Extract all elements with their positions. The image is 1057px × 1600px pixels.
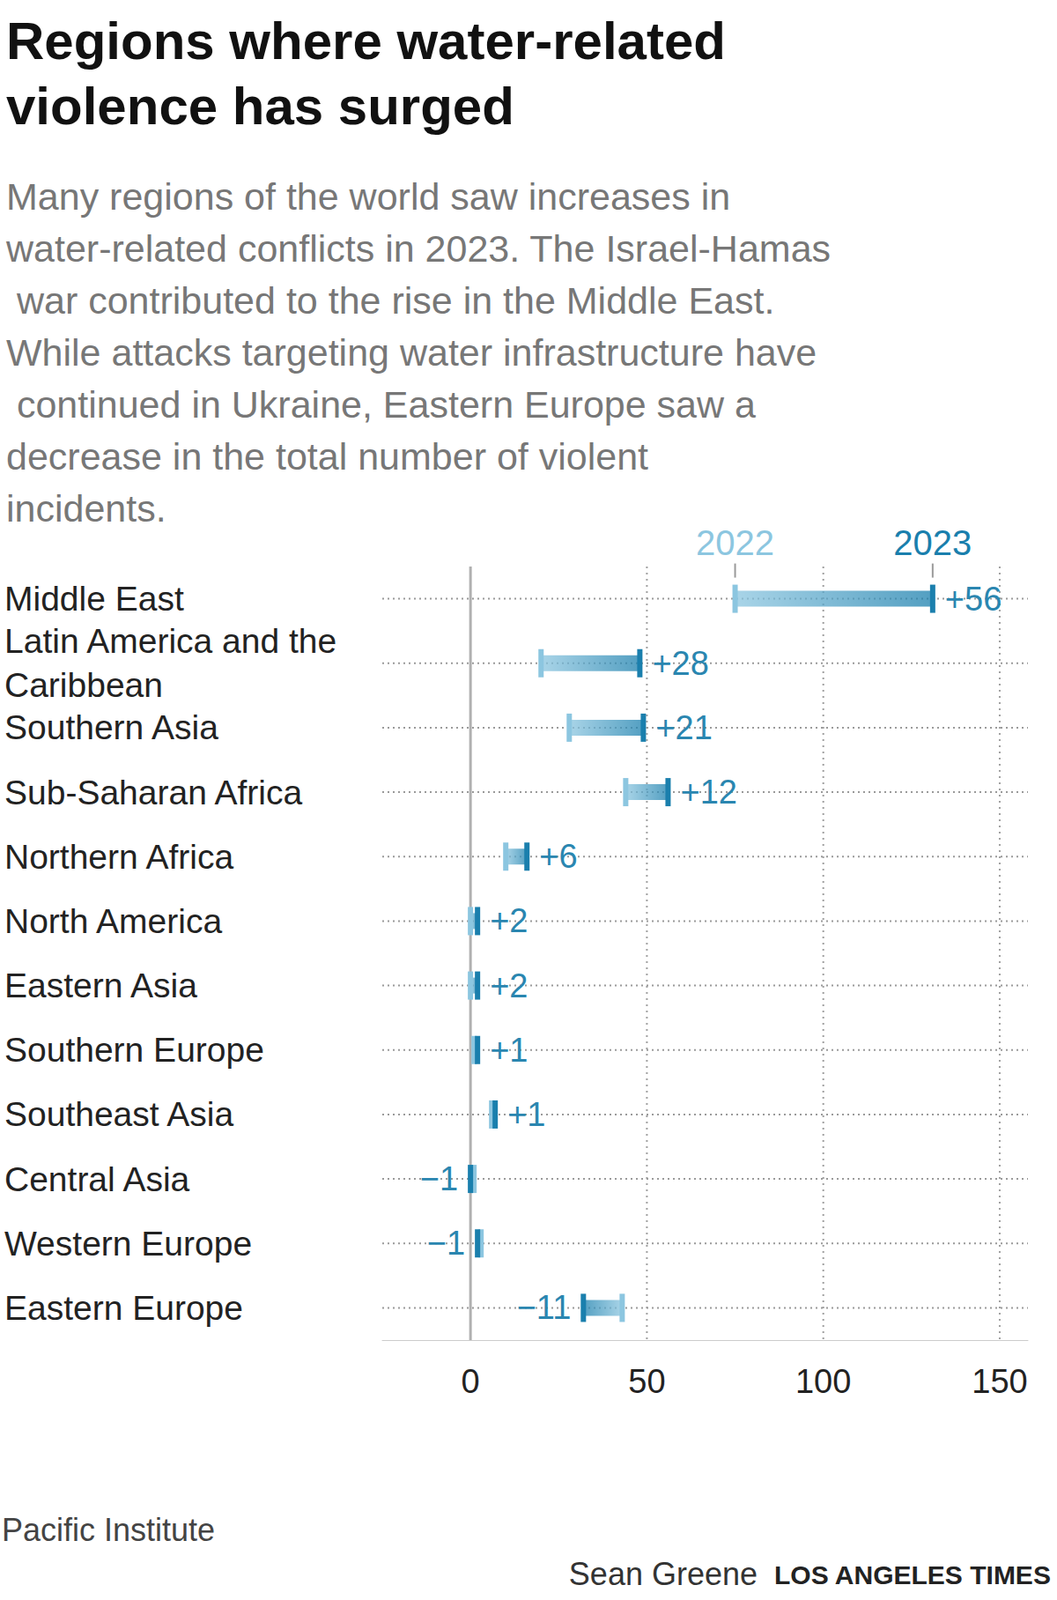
svg-text:Caribbean: Caribbean xyxy=(4,665,163,704)
svg-text:+6: +6 xyxy=(539,837,577,875)
svg-text:+21: +21 xyxy=(655,709,712,747)
svg-text:Northern Africa: Northern Africa xyxy=(4,837,234,876)
svg-text:+1: +1 xyxy=(489,1031,528,1069)
svg-text:+12: +12 xyxy=(680,773,737,811)
svg-text:+56: +56 xyxy=(945,580,1002,618)
svg-text:+2: +2 xyxy=(489,967,528,1005)
svg-text:war contributed to the rise in: war contributed to the rise in the Middl… xyxy=(6,279,785,322)
svg-text:Southeast Asia: Southeast Asia xyxy=(4,1094,234,1133)
svg-text:Eastern Asia: Eastern Asia xyxy=(4,966,198,1005)
svg-text:+28: +28 xyxy=(651,644,709,682)
svg-text:incidents.: incidents. xyxy=(6,487,167,530)
svg-text:LOS ANGELES TIMES: LOS ANGELES TIMES xyxy=(774,1559,1051,1590)
svg-text:Southern Asia: Southern Asia xyxy=(4,708,219,747)
svg-text:Pacific Institute: Pacific Institute xyxy=(1,1511,215,1548)
svg-text:Eastern Europe: Eastern Europe xyxy=(4,1288,244,1327)
svg-text:0: 0 xyxy=(461,1362,481,1400)
svg-text:−11: −11 xyxy=(517,1288,572,1326)
svg-text:2022: 2022 xyxy=(695,523,775,562)
svg-text:Western Europe: Western Europe xyxy=(4,1224,252,1263)
svg-text:Middle East: Middle East xyxy=(4,579,185,618)
svg-text:North America: North America xyxy=(4,901,222,940)
svg-text:150: 150 xyxy=(971,1362,1028,1400)
svg-text:violence has surged: violence has surged xyxy=(6,76,515,136)
svg-text:+1: +1 xyxy=(507,1095,546,1133)
svg-text:−1: −1 xyxy=(427,1224,466,1262)
svg-text:Central Asia: Central Asia xyxy=(4,1160,191,1198)
svg-text:+2: +2 xyxy=(489,901,528,939)
svg-text:2023: 2023 xyxy=(893,523,972,562)
svg-text:−1: −1 xyxy=(420,1160,459,1198)
svg-text:continued in Ukraine, Eastern: continued in Ukraine, Eastern Europe saw… xyxy=(6,383,767,426)
svg-text:While attacks targeting water: While attacks targeting water infrastruc… xyxy=(6,331,817,374)
svg-text:decrease in the total number o: decrease in the total number of violent xyxy=(6,435,659,478)
svg-text:water-related conflicts in 202: water-related conflicts in 2023. The Isr… xyxy=(5,227,831,270)
svg-text:Sean Greene: Sean Greene xyxy=(569,1555,758,1592)
svg-text:Regions where water-related: Regions where water-related xyxy=(6,11,741,71)
svg-text:Latin America and the: Latin America and the xyxy=(4,621,347,660)
svg-text:100: 100 xyxy=(795,1362,851,1400)
svg-text:50: 50 xyxy=(628,1362,666,1400)
svg-text:Southern Europe: Southern Europe xyxy=(4,1030,265,1069)
svg-text:Sub-Saharan Africa: Sub-Saharan Africa xyxy=(4,773,304,812)
svg-text:Many regions of the world saw: Many regions of the world saw increases … xyxy=(6,175,741,218)
